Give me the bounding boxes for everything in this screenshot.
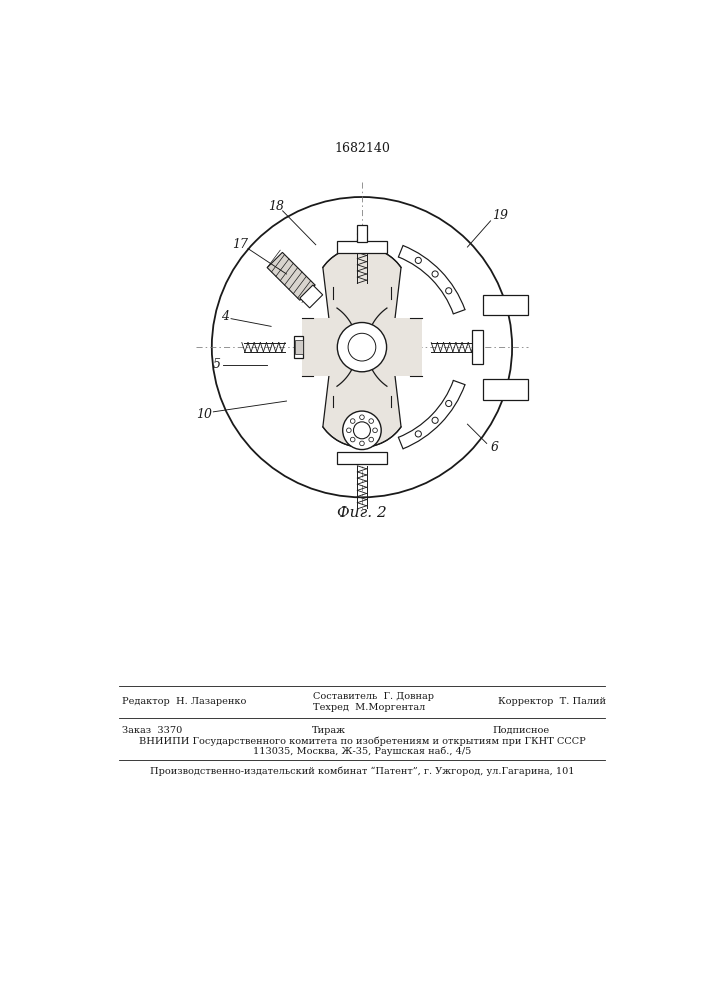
Text: 1682140: 1682140 <box>334 142 390 155</box>
Text: ВНИИПИ Государственного комитета по изобретениям и открытиям при ГКНТ СССР: ВНИИПИ Государственного комитета по изоб… <box>139 736 585 746</box>
Circle shape <box>445 288 452 294</box>
Text: 5: 5 <box>214 358 221 371</box>
Text: Тираж: Тираж <box>312 726 346 735</box>
Circle shape <box>351 437 355 442</box>
Circle shape <box>343 411 381 450</box>
Text: 19: 19 <box>492 209 508 222</box>
Bar <box>472 330 483 364</box>
Bar <box>337 241 387 253</box>
Text: Техред  М.Моргентал: Техред М.Моргентал <box>313 703 426 712</box>
Circle shape <box>346 428 351 433</box>
Text: 18: 18 <box>269 200 284 213</box>
Circle shape <box>354 422 370 439</box>
Circle shape <box>445 400 452 407</box>
Circle shape <box>360 441 364 446</box>
Bar <box>357 225 366 242</box>
Bar <box>337 452 387 464</box>
Polygon shape <box>267 252 315 300</box>
Circle shape <box>369 419 373 423</box>
Bar <box>294 336 303 358</box>
Text: Подписное: Подписное <box>493 726 550 735</box>
Bar <box>302 318 422 376</box>
Text: 113035, Москва, Ж-35, Раушская наб., 4/5: 113035, Москва, Ж-35, Раушская наб., 4/5 <box>253 746 471 756</box>
Text: Производственно-издательский комбинат “Патент”, г. Ужгород, ул.Гагарина, 101: Производственно-издательский комбинат “П… <box>150 766 574 776</box>
Circle shape <box>369 437 373 442</box>
Polygon shape <box>300 285 322 308</box>
Circle shape <box>212 197 512 497</box>
Text: 10: 10 <box>196 408 212 421</box>
Bar <box>483 295 527 315</box>
Circle shape <box>337 323 387 372</box>
Circle shape <box>348 333 376 361</box>
Text: Фиг. 2: Фиг. 2 <box>337 506 387 520</box>
Text: 4: 4 <box>221 310 229 323</box>
Text: Составитель  Г. Довнар: Составитель Г. Довнар <box>313 692 434 701</box>
Text: Корректор  Т. Палий: Корректор Т. Палий <box>498 697 606 706</box>
Text: 17: 17 <box>233 238 248 251</box>
Circle shape <box>432 271 438 277</box>
Text: Редактор  Н. Лазаренко: Редактор Н. Лазаренко <box>122 697 247 706</box>
Circle shape <box>360 415 364 420</box>
Text: 6: 6 <box>491 441 498 454</box>
Bar <box>295 340 303 354</box>
Circle shape <box>373 428 378 433</box>
Circle shape <box>432 417 438 423</box>
Text: Заказ  3370: Заказ 3370 <box>122 726 182 735</box>
Circle shape <box>415 257 421 263</box>
Bar <box>333 287 391 407</box>
Bar <box>483 379 527 400</box>
Circle shape <box>415 431 421 437</box>
Polygon shape <box>323 247 401 447</box>
Circle shape <box>351 419 355 423</box>
